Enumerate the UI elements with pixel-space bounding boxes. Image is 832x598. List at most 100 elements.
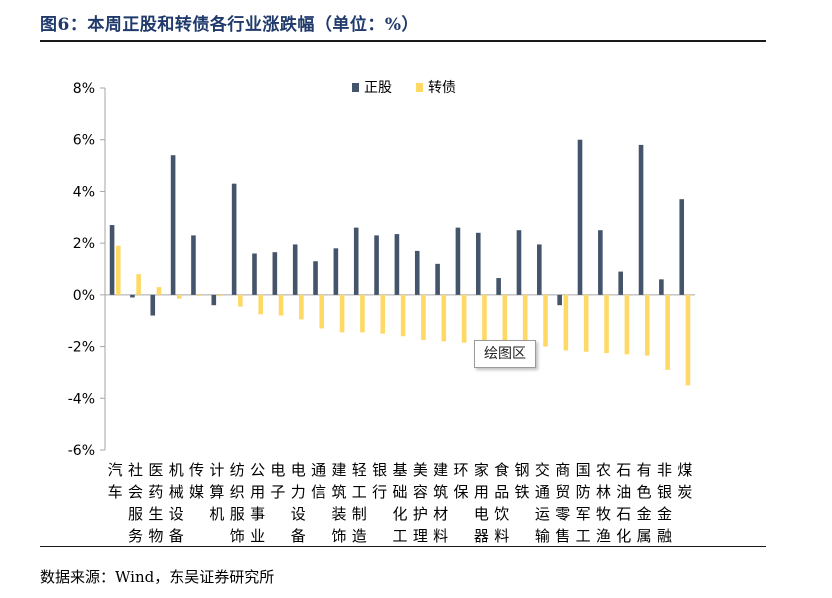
bar-stock-16	[435, 263, 440, 295]
x-tick-label-9: 电力设备	[291, 461, 306, 545]
x-tick-label-4: 传媒	[189, 461, 204, 501]
bar-bond-6	[238, 294, 243, 307]
top-rule	[40, 40, 766, 42]
bar-bond-7	[258, 294, 263, 315]
bar-stock-19	[496, 278, 501, 295]
x-tick-label-26: 有色金属	[637, 461, 652, 545]
bar-bond-17	[461, 294, 467, 343]
bar-stock-12	[353, 227, 359, 295]
bar-stock-6	[231, 183, 237, 295]
bar-bond-8	[278, 294, 284, 316]
bar-bond-28	[685, 294, 691, 386]
y-tick-label: -2%	[68, 340, 95, 356]
x-tick-label-7: 公用事业	[250, 461, 265, 545]
x-tick-label-13: 银行	[372, 461, 387, 501]
legend: 正股 转债	[352, 80, 456, 96]
y-axis: -6% -4% -2% 0% 2% 4% 6% 8%	[68, 81, 695, 459]
legend-label-stock: 正股	[364, 80, 392, 96]
bar-bond-2	[156, 287, 162, 295]
bar-stock-28	[679, 199, 685, 295]
bar-bond-21	[543, 294, 548, 347]
bar-stock-4	[191, 235, 196, 295]
bar-bond-1	[136, 274, 141, 295]
chart-title: 图6：本周正股和转债各行业涨跌幅（单位：%）	[40, 15, 419, 35]
y-tick-label: 0%	[73, 288, 95, 304]
x-tick-label-2: 医药生物	[148, 461, 163, 545]
bar-bond-3	[177, 294, 182, 299]
plot-area-tooltip: 绘图区	[474, 340, 536, 368]
bar-stock-18	[475, 232, 481, 295]
legend-swatch-bond	[416, 83, 423, 92]
y-tick-label: -4%	[68, 391, 95, 407]
legend-label-bond: 转债	[428, 80, 456, 96]
y-tick-label: 2%	[73, 236, 95, 252]
bar-stock-9	[292, 244, 298, 295]
x-tick-label-24: 农林牧渔	[596, 461, 611, 545]
bar-stock-23	[577, 139, 583, 295]
y-tick-label: 8%	[73, 81, 95, 97]
x-tick-label-5: 计算机	[209, 461, 224, 523]
bar-stock-10	[313, 261, 318, 295]
bar-stock-21	[537, 244, 542, 295]
x-tick-label-6: 纺织服饰	[230, 461, 245, 545]
x-tick-label-28: 煤炭	[677, 461, 692, 501]
bar-stock-7	[252, 253, 257, 295]
y-tick-label: 4%	[73, 184, 95, 200]
bar-bond-27	[665, 294, 670, 370]
bar-bond-25	[624, 294, 630, 355]
bars	[109, 139, 691, 386]
bar-stock-17	[455, 227, 461, 295]
bar-bond-16	[441, 294, 447, 342]
bar-bond-0	[115, 245, 121, 295]
y-tick-label: 6%	[73, 133, 95, 149]
x-tick-label-19: 食品饮料	[494, 461, 509, 545]
bar-stock-0	[109, 225, 115, 295]
bar-stock-24	[598, 230, 603, 295]
bar-stock-22	[557, 294, 562, 306]
x-tick-label-3: 机械设备	[169, 461, 184, 545]
bar-bond-24	[604, 294, 609, 354]
bar-bond-5	[217, 294, 223, 297]
bar-stock-26	[638, 144, 644, 295]
x-tick-label-12: 轻工制造	[352, 461, 367, 545]
bar-stock-15	[414, 250, 420, 295]
bottom-rule	[40, 546, 766, 547]
data-source: 数据来源：Wind，东吴证券研究所	[40, 568, 275, 586]
bar-bond-14	[400, 294, 406, 337]
bar-bond-11	[339, 294, 345, 333]
x-tick-label-0: 汽车	[108, 461, 123, 501]
x-tick-label-16: 建筑材料	[433, 461, 448, 545]
bar-stock-20	[516, 230, 522, 295]
bar-bond-9	[299, 294, 304, 320]
x-tick-label-1: 社会服务	[128, 461, 143, 545]
bar-bond-20	[522, 294, 528, 346]
bar-bond-18	[482, 294, 487, 344]
x-tick-label-11: 建筑装饰	[331, 461, 346, 545]
bar-stock-2	[150, 294, 156, 316]
bar-bond-23	[583, 294, 589, 352]
x-axis-labels: 汽车社会服务医药生物机械设备传媒计算机纺织服饰公用事业电子电力设备通信建筑装饰轻…	[108, 461, 693, 545]
x-tick-label-17: 环保	[454, 461, 469, 501]
x-tick-label-21: 交通运输	[535, 461, 550, 545]
bar-stock-3	[170, 155, 176, 295]
bar-stock-8	[272, 252, 278, 295]
bar-stock-11	[333, 248, 339, 295]
bar-stock-13	[374, 235, 379, 295]
x-tick-label-18: 家用电器	[474, 461, 489, 545]
x-tick-label-15: 美容护理	[413, 461, 428, 545]
legend-swatch-stock	[352, 83, 359, 92]
x-tick-label-25: 石油石化	[616, 461, 631, 545]
bar-bond-13	[380, 294, 386, 334]
bar-stock-1	[130, 294, 135, 298]
x-tick-label-27: 非银金融	[657, 461, 672, 545]
x-tick-label-20: 钢铁	[515, 461, 530, 501]
bar-bond-19	[502, 294, 508, 344]
bar-bond-10	[319, 294, 325, 329]
x-tick-label-23: 国防军工	[576, 461, 591, 545]
bar-stock-25	[618, 271, 623, 295]
bar-bond-26	[644, 294, 650, 356]
bar-stock-14	[394, 234, 400, 295]
x-tick-label-22: 商贸零售	[555, 461, 570, 545]
y-tick-label: -6%	[68, 443, 95, 459]
